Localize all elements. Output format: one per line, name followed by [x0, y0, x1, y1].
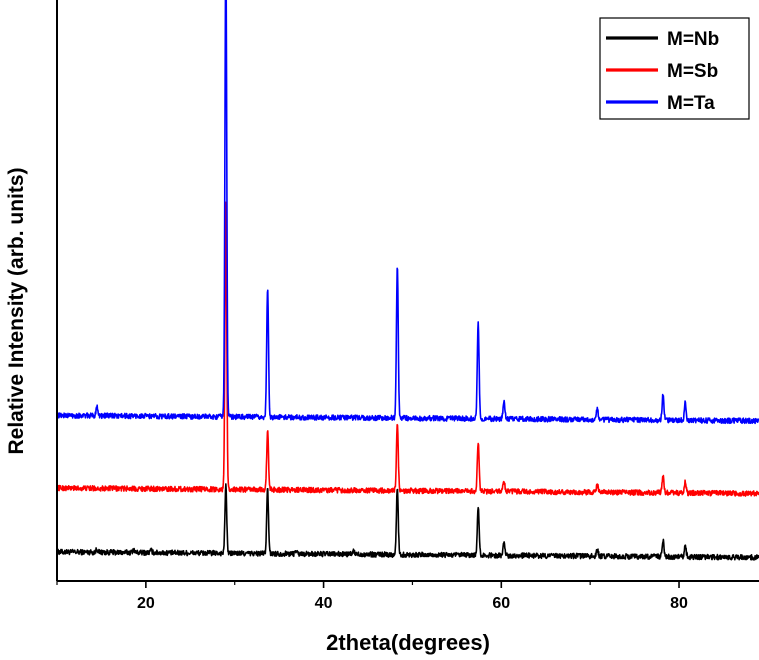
series-line-2 — [56, 0, 759, 425]
x-tick-label-2: 60 — [492, 595, 510, 612]
legend-label-0: M=Nb — [667, 29, 719, 50]
x-ticks: 20 40 60 80 — [56, 581, 688, 612]
legend: M=Nb M=Sb M=Ta — [599, 17, 750, 120]
x-axis-title: 2theta(degrees) — [326, 630, 490, 655]
series-line-0 — [56, 483, 759, 561]
x-tick-label-1: 40 — [315, 595, 333, 612]
legend-label-1: M=Sb — [667, 61, 718, 82]
x-tick-label-3: 80 — [670, 595, 688, 612]
series-line-1 — [56, 201, 759, 497]
legend-label-2: M=Ta — [667, 93, 715, 114]
y-axis-title: Relative Intensity (arb. units) — [5, 167, 28, 454]
plot-series — [56, 0, 759, 561]
x-tick-label-0: 20 — [137, 595, 155, 612]
